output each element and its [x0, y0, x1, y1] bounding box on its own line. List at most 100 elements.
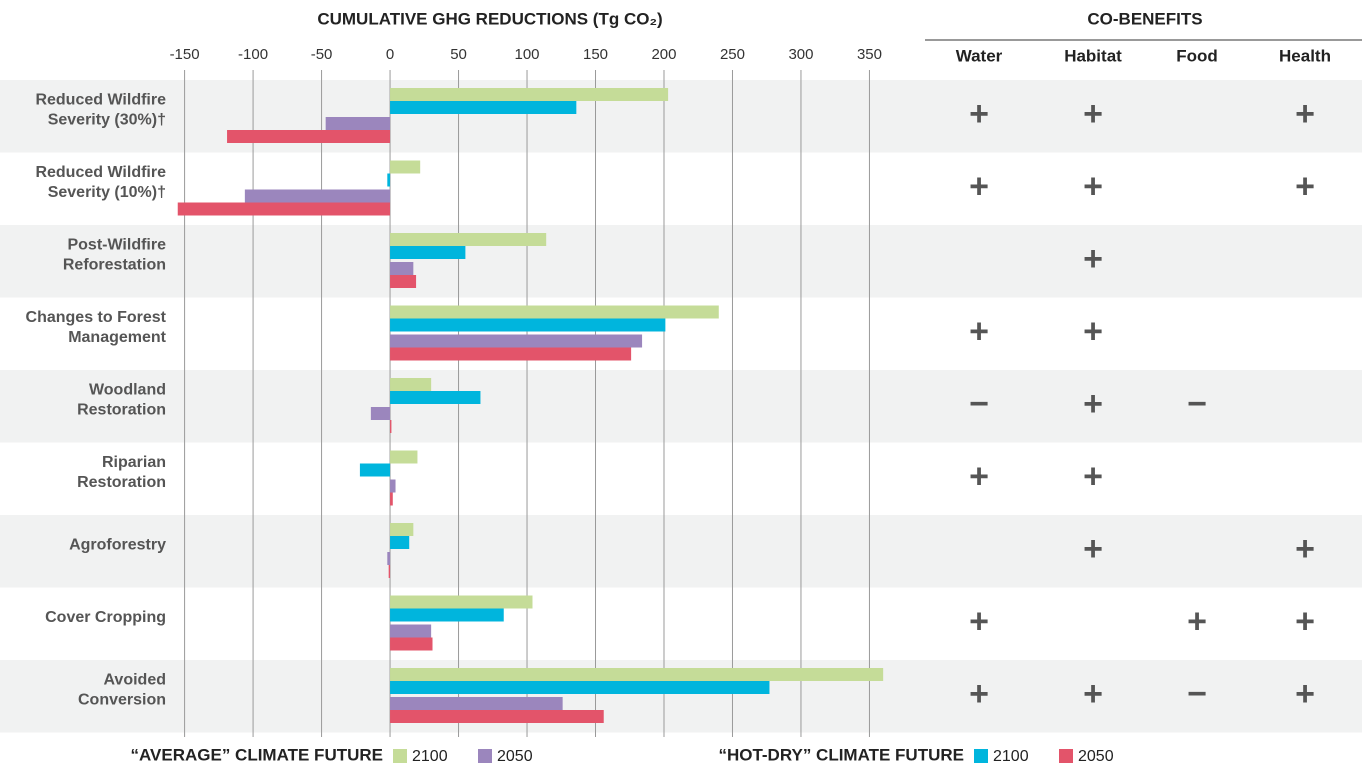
co-benefit-symbol: + [1295, 95, 1315, 133]
co-benefit-symbol: + [1083, 675, 1103, 713]
category-label: Changes to Forest [26, 309, 167, 326]
bar [390, 595, 533, 609]
bar [390, 305, 719, 319]
bar [390, 88, 669, 101]
bar [390, 492, 393, 506]
bar [390, 479, 396, 493]
category-label: Reduced Wildfire [35, 164, 166, 181]
co-benefit-symbol: + [1083, 95, 1103, 133]
bar [390, 697, 563, 710]
bar [388, 565, 391, 578]
co-benefit-symbol: + [969, 458, 989, 496]
co-benefit-symbol: + [969, 313, 989, 351]
column-header: Health [1279, 46, 1331, 65]
bar [390, 391, 481, 404]
category-label: Cover Cropping [45, 609, 166, 626]
bar [387, 552, 391, 565]
co-benefit-symbol: − [969, 385, 989, 423]
bar [390, 233, 547, 246]
co-benefit-symbol: + [969, 95, 989, 133]
legend-label: 2100 [412, 748, 448, 765]
x-tick-label: 0 [386, 46, 394, 63]
column-header: Food [1176, 46, 1218, 65]
x-tick-label: -50 [311, 46, 333, 63]
legend-group-title: “AVERAGE” CLIMATE FUTURE [131, 745, 383, 764]
legend-swatch [393, 749, 407, 763]
row-band [0, 515, 1362, 588]
bar [390, 681, 770, 694]
row-backgrounds [0, 80, 1362, 733]
bar [390, 450, 418, 464]
co-benefit-symbol: + [1295, 675, 1315, 713]
row-band [0, 370, 1362, 443]
bar [390, 668, 884, 681]
category-label: Restoration [77, 474, 166, 491]
column-header: Water [956, 46, 1003, 65]
x-tick-label: 300 [788, 46, 813, 63]
co-benefit-symbol: + [1083, 168, 1103, 206]
bar [177, 202, 391, 216]
bar [390, 275, 417, 288]
bar [390, 624, 432, 638]
legend-group-title: “HOT-DRY” CLIMATE FUTURE [718, 745, 964, 764]
bar [359, 463, 391, 477]
bar [390, 420, 392, 433]
co-benefit-symbol: − [1187, 675, 1207, 713]
bar [325, 117, 391, 130]
bar [390, 318, 666, 332]
legend-label: 2100 [993, 748, 1029, 765]
bar [390, 378, 432, 391]
category-label: Reforestation [63, 256, 166, 273]
x-tick-label: 350 [857, 46, 882, 63]
row-band [0, 80, 1362, 153]
co-benefit-symbol: + [1295, 168, 1315, 206]
bar [227, 130, 391, 143]
legend-swatch [974, 749, 988, 763]
bar [390, 160, 421, 174]
co-benefit-symbol: + [1083, 385, 1103, 423]
x-tick-label: -150 [170, 46, 200, 63]
x-tick-label: 50 [450, 46, 467, 63]
legend-swatch [1059, 749, 1073, 763]
legend-swatch [478, 749, 492, 763]
legend-label: 2050 [497, 748, 533, 765]
bar [390, 536, 410, 549]
category-label: Management [68, 329, 166, 346]
bar [390, 710, 604, 723]
category-label: Riparian [102, 454, 166, 471]
x-tick-label: 200 [651, 46, 676, 63]
co-benefit-symbol: + [1083, 240, 1103, 278]
category-label: Conversion [78, 691, 166, 708]
category-label: Woodland [89, 381, 166, 398]
bar [390, 334, 643, 348]
bar [387, 173, 391, 187]
co-benefit-symbol: + [969, 168, 989, 206]
co-benefit-symbol: + [1083, 530, 1103, 568]
bar [390, 347, 632, 361]
co-benefit-symbol: + [1083, 458, 1103, 496]
bar [390, 608, 504, 622]
co-benefit-symbol: + [1083, 313, 1103, 351]
category-label: Avoided [103, 671, 166, 688]
bar [390, 637, 433, 651]
x-tick-label: -100 [238, 46, 268, 63]
bar [390, 523, 414, 536]
co-benefit-symbol: + [969, 675, 989, 713]
co-benefits-title: CO-BENEFITS [1087, 9, 1202, 28]
x-tick-label: 250 [720, 46, 745, 63]
category-label: Reduced Wildfire [35, 91, 166, 108]
bar [244, 189, 391, 203]
category-label: Severity (30%)† [48, 111, 166, 128]
row-band [0, 225, 1362, 298]
category-label: Severity (10%)† [48, 184, 166, 201]
bar [390, 262, 414, 275]
co-benefit-symbol: + [1187, 603, 1207, 641]
co-benefit-symbol: − [1187, 385, 1207, 423]
bar [390, 101, 577, 114]
co-benefit-symbol: + [1295, 530, 1315, 568]
x-tick-label: 150 [583, 46, 608, 63]
column-header: Habitat [1064, 46, 1122, 65]
category-label: Agroforestry [69, 536, 166, 553]
co-benefit-symbol: + [969, 603, 989, 641]
